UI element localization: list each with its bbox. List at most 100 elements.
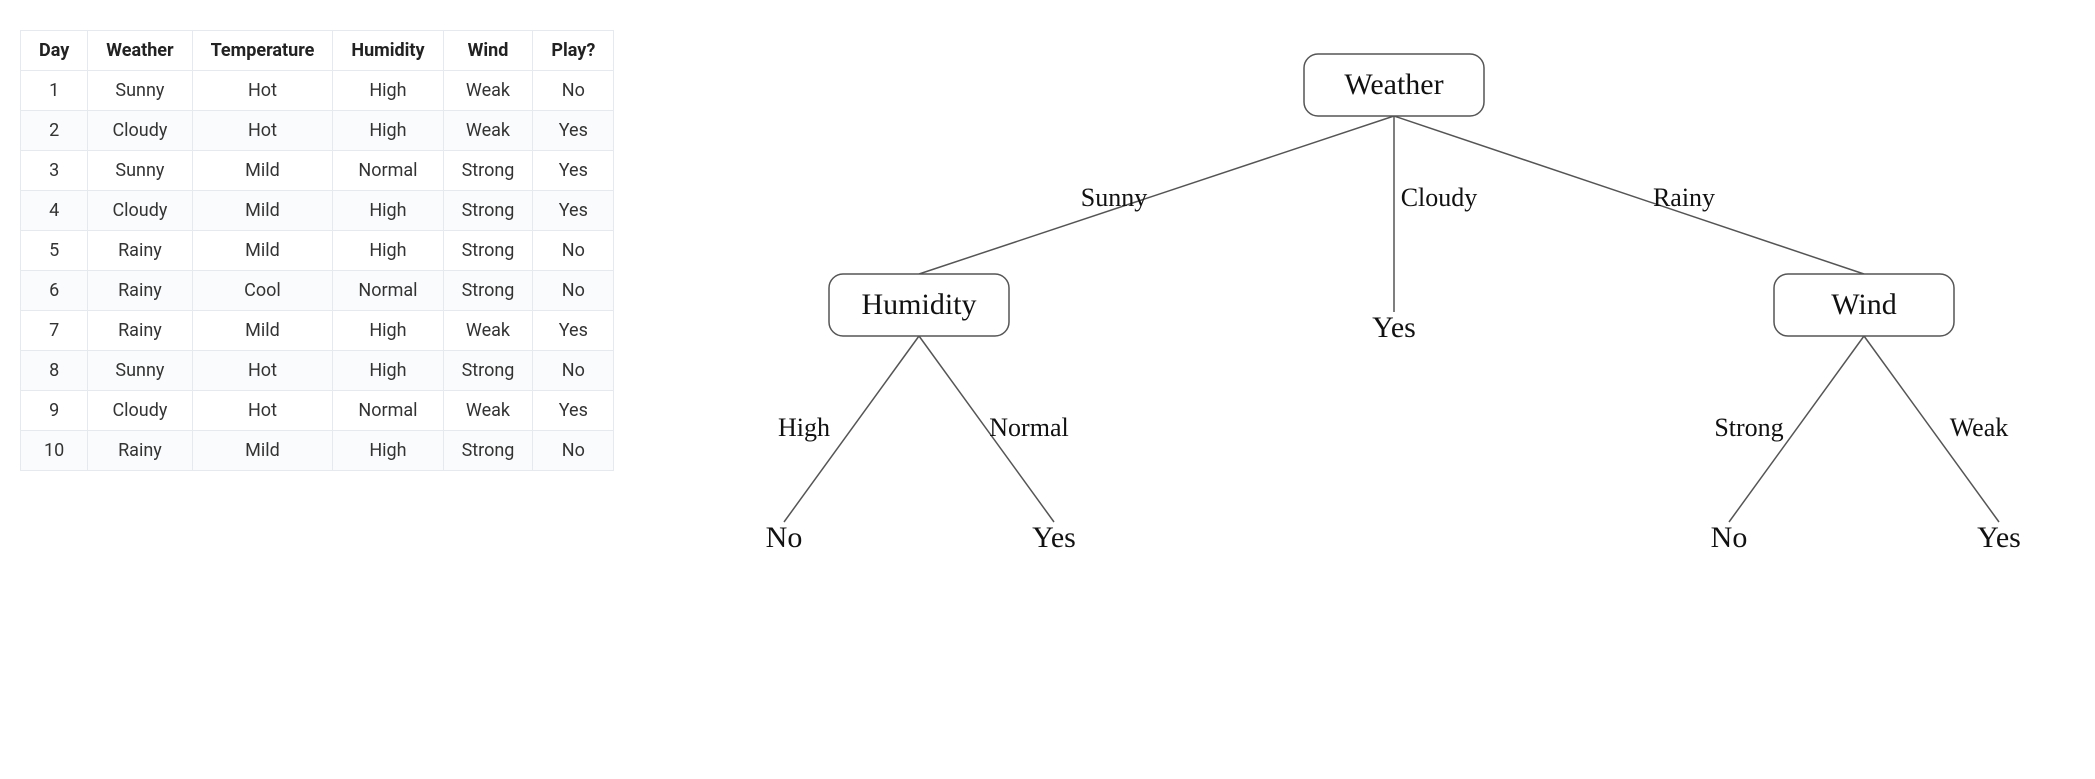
table-cell: No	[533, 271, 614, 311]
table-row: 4CloudyMildHighStrongYes	[21, 191, 614, 231]
table-cell: Weak	[443, 311, 533, 351]
table-row: 5RainyMildHighStrongNo	[21, 231, 614, 271]
tree-leaf-label: Yes	[1977, 521, 2021, 554]
table-cell: Normal	[333, 271, 443, 311]
table-cell: Strong	[443, 151, 533, 191]
table-cell: Cloudy	[88, 391, 192, 431]
tree-edge-label: Rainy	[1653, 183, 1715, 212]
table-cell: High	[333, 431, 443, 471]
table-header-row: Day Weather Temperature Humidity Wind Pl…	[21, 31, 614, 71]
col-weather: Weather	[88, 31, 192, 71]
decision-tree-container: Sunny Cloudy Rainy High Normal Strong Weak Weat…	[694, 30, 2094, 590]
table-body: 1SunnyHotHighWeakNo2CloudyHotHighWeakYes…	[21, 71, 614, 471]
table-cell: Cloudy	[88, 191, 192, 231]
table-cell: Sunny	[88, 151, 192, 191]
table-cell: Yes	[533, 391, 614, 431]
page-container: Day Weather Temperature Humidity Wind Pl…	[0, 0, 2095, 620]
tree-leaf-label: No	[1711, 521, 1748, 554]
col-day: Day	[21, 31, 88, 71]
table-cell: Mild	[192, 311, 333, 351]
table-row: 2CloudyHotHighWeakYes	[21, 111, 614, 151]
tree-edge-label: Strong	[1715, 413, 1784, 442]
tree-edge-label: High	[778, 413, 830, 442]
data-table-container: Day Weather Temperature Humidity Wind Pl…	[20, 30, 614, 471]
table-cell: Mild	[192, 191, 333, 231]
table-row: 9CloudyHotNormalWeakYes	[21, 391, 614, 431]
decision-tree: Sunny Cloudy Rainy High Normal Strong Weak Weat…	[694, 30, 2094, 590]
table-cell: Normal	[333, 151, 443, 191]
table-cell: 10	[21, 431, 88, 471]
table-cell: No	[533, 431, 614, 471]
table-cell: Rainy	[88, 311, 192, 351]
table-cell: 4	[21, 191, 88, 231]
table-cell: Hot	[192, 111, 333, 151]
table-row: 6RainyCoolNormalStrongNo	[21, 271, 614, 311]
table-cell: Strong	[443, 431, 533, 471]
table-cell: Normal	[333, 391, 443, 431]
table-cell: Cool	[192, 271, 333, 311]
tree-edge-label: Weak	[1950, 413, 2009, 442]
table-cell: Rainy	[88, 271, 192, 311]
col-wind: Wind	[443, 31, 533, 71]
table-cell: Hot	[192, 351, 333, 391]
table-cell: Mild	[192, 231, 333, 271]
tree-edge-label: Sunny	[1081, 183, 1147, 212]
tree-node-label: Weather	[1345, 68, 1444, 101]
table-cell: 8	[21, 351, 88, 391]
tree-node-label: Wind	[1832, 288, 1897, 321]
table-cell: High	[333, 351, 443, 391]
tree-edge-label: Cloudy	[1401, 183, 1478, 212]
table-cell: Rainy	[88, 231, 192, 271]
table-cell: No	[533, 351, 614, 391]
table-cell: Cloudy	[88, 111, 192, 151]
col-temperature: Temperature	[192, 31, 333, 71]
table-cell: High	[333, 191, 443, 231]
tree-leaf-label: Yes	[1032, 521, 1076, 554]
tree-leaf-label: Yes	[1372, 311, 1416, 344]
table-cell: 3	[21, 151, 88, 191]
table-cell: Strong	[443, 351, 533, 391]
col-play: Play?	[533, 31, 614, 71]
table-cell: No	[533, 231, 614, 271]
table-cell: High	[333, 231, 443, 271]
table-cell: 7	[21, 311, 88, 351]
table-cell: Yes	[533, 151, 614, 191]
table-row: 3SunnyMildNormalStrongYes	[21, 151, 614, 191]
table-cell: Strong	[443, 231, 533, 271]
table-row: 7RainyMildHighWeakYes	[21, 311, 614, 351]
table-cell: Hot	[192, 71, 333, 111]
tree-leaf-label: No	[766, 521, 803, 554]
table-cell: High	[333, 111, 443, 151]
table-cell: Sunny	[88, 71, 192, 111]
table-cell: Weak	[443, 111, 533, 151]
table-cell: Yes	[533, 111, 614, 151]
tree-edge-label: Normal	[990, 413, 1069, 442]
table-cell: 5	[21, 231, 88, 271]
table-cell: 1	[21, 71, 88, 111]
col-humidity: Humidity	[333, 31, 443, 71]
table-row: 10RainyMildHighStrongNo	[21, 431, 614, 471]
table-cell: Rainy	[88, 431, 192, 471]
tree-edge	[919, 116, 1394, 274]
table-cell: Yes	[533, 311, 614, 351]
table-cell: Weak	[443, 391, 533, 431]
table-cell: Strong	[443, 191, 533, 231]
data-table: Day Weather Temperature Humidity Wind Pl…	[20, 30, 614, 471]
table-cell: Sunny	[88, 351, 192, 391]
table-cell: Hot	[192, 391, 333, 431]
table-cell: 6	[21, 271, 88, 311]
table-cell: Mild	[192, 431, 333, 471]
table-cell: High	[333, 311, 443, 351]
table-head: Day Weather Temperature Humidity Wind Pl…	[21, 31, 614, 71]
table-cell: 9	[21, 391, 88, 431]
tree-node-label: Humidity	[862, 288, 977, 321]
table-cell: Weak	[443, 71, 533, 111]
table-cell: High	[333, 71, 443, 111]
table-row: 1SunnyHotHighWeakNo	[21, 71, 614, 111]
table-row: 8SunnyHotHighStrongNo	[21, 351, 614, 391]
table-cell: 2	[21, 111, 88, 151]
table-cell: Strong	[443, 271, 533, 311]
table-cell: Yes	[533, 191, 614, 231]
table-cell: No	[533, 71, 614, 111]
table-cell: Mild	[192, 151, 333, 191]
